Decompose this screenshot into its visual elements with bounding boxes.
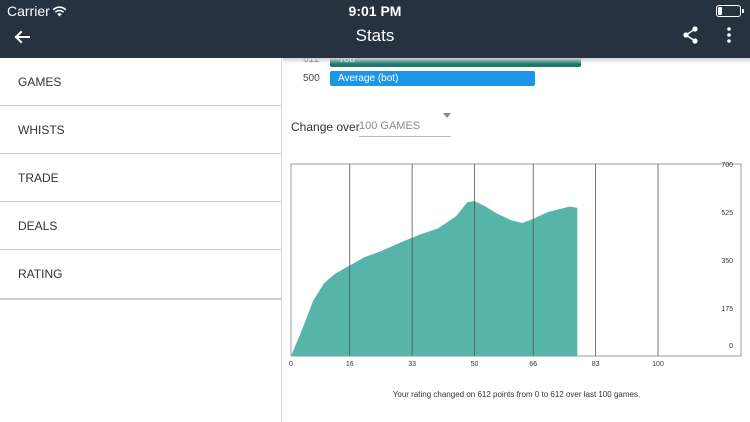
- rating-change-note: Your rating changed on 612 points from 0…: [392, 390, 641, 399]
- y-tick-label: 0: [729, 343, 733, 350]
- page-title: Stats: [355, 26, 395, 45]
- change-over-label: Change over: [291, 120, 360, 134]
- sidebar-item-label: DEALS: [18, 218, 58, 233]
- y-tick-label: 350: [721, 258, 733, 265]
- rating-bar-value: 500: [303, 73, 320, 84]
- x-tick-label: 50: [471, 361, 479, 368]
- more-vert-icon[interactable]: [719, 24, 739, 46]
- sidebar-item-rating[interactable]: RATING: [0, 250, 281, 298]
- x-tick-label: 66: [529, 361, 537, 368]
- change-over-value: 100 GAMES: [359, 120, 421, 132]
- wifi-icon: [52, 4, 67, 22]
- sidebar-item-whists[interactable]: WHISTS: [0, 106, 281, 154]
- sidebar-item-label: GAMES: [18, 74, 62, 89]
- rating-panel: 612 You 500 Average (bot) Change over 10…: [283, 58, 750, 422]
- y-tick-label: 175: [721, 306, 733, 313]
- rating-area-series: [291, 201, 578, 356]
- status-bar: Carrier 9:01 PM: [0, 0, 750, 22]
- sidebar-item-trade[interactable]: TRADE: [0, 154, 281, 202]
- x-tick-label: 100: [652, 361, 664, 368]
- y-tick-label: 700: [721, 162, 733, 169]
- y-tick-label: 525: [721, 210, 733, 217]
- x-tick-label: 16: [346, 361, 354, 368]
- rating-bar-fill: Average (bot): [330, 71, 535, 86]
- x-tick-label: 83: [592, 361, 600, 368]
- app-bar: Stats: [0, 22, 750, 58]
- sidebar: GAMES WHISTS TRADE DEALS RATING: [0, 58, 282, 422]
- sidebar-item-label: RATING: [18, 267, 63, 281]
- sidebar-item-deals[interactable]: DEALS: [0, 202, 281, 250]
- carrier-label: Carrier: [7, 3, 50, 19]
- change-over-select[interactable]: 100 GAMES: [359, 113, 451, 137]
- dropdown-arrow-icon: [443, 113, 451, 118]
- battery-icon: [716, 5, 744, 17]
- rating-chart: 0 16 33 50 66 83 100 0 175 350 525 700: [289, 162, 742, 368]
- sidebar-item-games[interactable]: GAMES: [0, 58, 281, 106]
- clock: 9:01 PM: [348, 3, 402, 19]
- header-shadow: [283, 58, 750, 64]
- back-arrow-icon[interactable]: [10, 25, 34, 49]
- sidebar-item-label: TRADE: [18, 170, 59, 185]
- sidebar-item-label: WHISTS: [18, 122, 65, 137]
- x-tick-label: 0: [289, 361, 293, 368]
- share-icon[interactable]: [680, 24, 702, 46]
- x-tick-label: 33: [408, 361, 416, 368]
